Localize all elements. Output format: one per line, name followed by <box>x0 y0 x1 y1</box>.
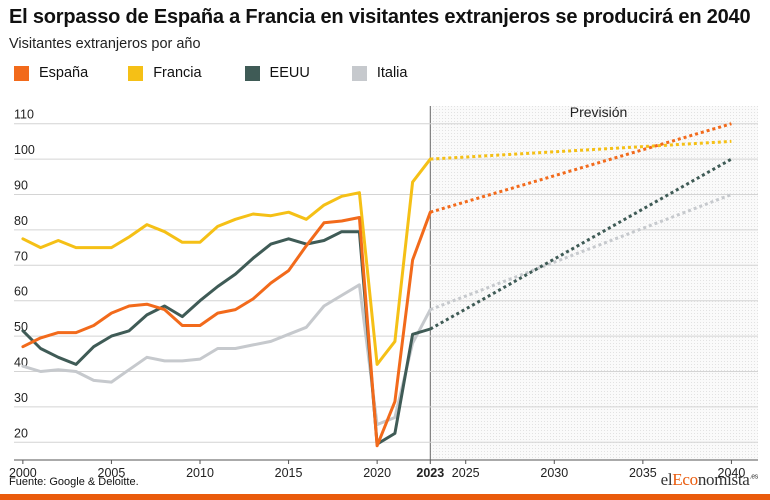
source-note: Fuente: Google & Deloitte. <box>9 476 139 488</box>
x-tick-label: 2015 <box>275 466 303 480</box>
chart-title: El sorpasso de España a Francia en visit… <box>9 6 751 28</box>
brand-accent: Eco <box>672 470 698 489</box>
legend-item-eeuu: EEUU <box>244 65 310 81</box>
legend-swatch-eeuu <box>244 65 260 81</box>
y-tick-label: 100 <box>14 143 35 157</box>
legend-label-francia: Francia <box>153 65 202 81</box>
y-tick-label: 80 <box>14 214 28 228</box>
legend-item-italia: Italia <box>351 65 408 81</box>
x-tick-label: 2023 <box>416 466 444 480</box>
legend: España Francia EEUU Italia <box>14 63 435 83</box>
legend-label-italia: Italia <box>376 65 408 81</box>
legend-label-eeuu: EEUU <box>269 65 310 81</box>
brand-bar <box>0 494 770 500</box>
x-tick-label: 2005 <box>98 466 126 480</box>
forecast-line-eeuu <box>429 157 733 331</box>
x-tick-label: 2000 <box>9 466 37 480</box>
y-tick-label: 70 <box>14 249 28 263</box>
x-tick-label: 2040 <box>718 466 746 480</box>
brand-suffix: .es <box>749 473 759 481</box>
forecast-line-espana <box>429 122 732 214</box>
legend-swatch-italia <box>351 65 367 81</box>
x-tick-label: 2030 <box>540 466 568 480</box>
y-tick-label: 20 <box>14 426 28 440</box>
legend-item-espana: España <box>14 65 88 81</box>
legend-item-francia: Francia <box>128 65 202 81</box>
legend-swatch-espana <box>14 65 29 81</box>
forecast-label: Previsión <box>570 104 628 120</box>
y-tick-label: 110 <box>14 108 34 122</box>
y-tick-label: 30 <box>14 391 28 405</box>
y-tick-label: 60 <box>14 285 28 299</box>
series-line-italia <box>21 283 432 427</box>
legend-swatch-francia <box>128 65 144 81</box>
x-tick-label: 2025 <box>452 466 480 480</box>
forecast-line-francia <box>430 139 732 161</box>
y-tick-label: 90 <box>14 179 28 193</box>
series-line-francia <box>21 157 432 366</box>
x-tick-label: 2020 <box>363 466 391 480</box>
chart-subtitle: Visitantes extranjeros por año <box>9 36 201 52</box>
x-tick-label: 2035 <box>629 466 657 480</box>
brand-rest: nomista <box>697 470 750 489</box>
series-line-espana <box>21 210 432 448</box>
x-tick-label: 2010 <box>186 466 214 480</box>
legend-label-espana: España <box>39 65 89 81</box>
brand-prefix: el <box>660 470 673 489</box>
publisher-logo: elEconomista.es <box>660 470 759 490</box>
